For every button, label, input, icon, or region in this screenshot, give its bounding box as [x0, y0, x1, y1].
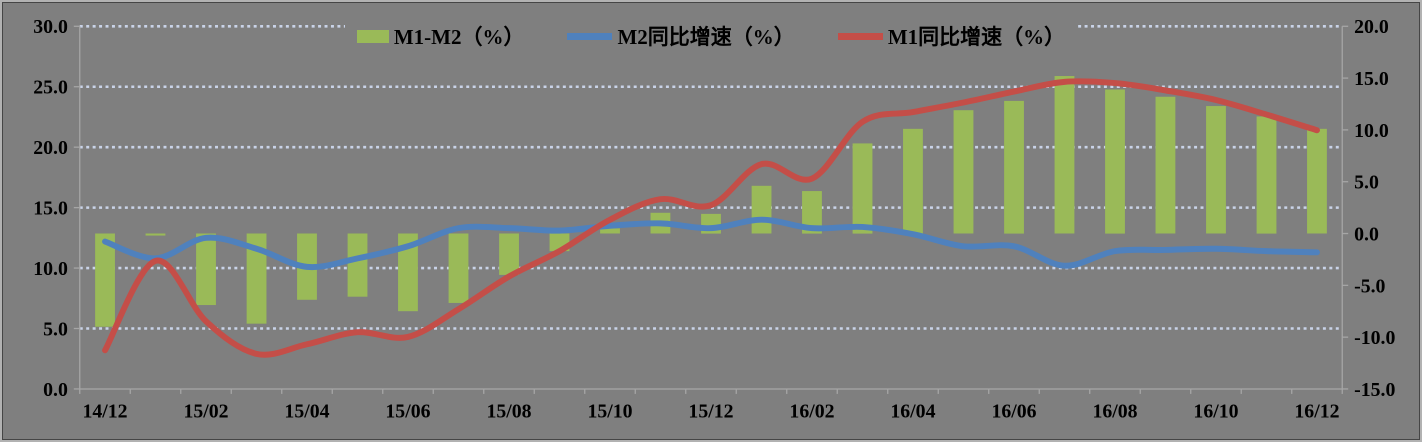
y-right-tick-label: 20.0 [1354, 16, 1389, 38]
y-right-tick-label: 0.0 [1354, 223, 1379, 245]
legend: M1-M2（%） M2同比增速（%） M1同比增速（%） [344, 19, 1078, 53]
bar [246, 233, 267, 324]
x-tick-label: 15/02 [183, 401, 228, 423]
x-tick-label: 15/12 [688, 401, 733, 423]
bar [1256, 116, 1277, 234]
bar [1307, 128, 1327, 234]
axes: 30.0 25.0 20.0 15.0 10.0 5.0 0.0 20.0 15.0 10.0 5.… [33, 16, 1395, 422]
legend-label-m1-yoy: M1同比增速（%） [887, 25, 1066, 49]
y-right-tick-label: 5.0 [1354, 172, 1379, 194]
bar [600, 228, 620, 234]
line-swatch-icon [837, 32, 883, 40]
bar [499, 233, 519, 275]
y-right-tick-label: 15.0 [1354, 68, 1389, 90]
bar [903, 128, 923, 234]
bar [802, 191, 822, 234]
bar [1054, 76, 1075, 234]
y-left-tick-label: 20.0 [33, 137, 68, 159]
x-tick-label: 15/04 [284, 401, 329, 423]
x-tick-label: 14/12 [82, 401, 127, 423]
legend-item-m1-yoy: M1同比增速（%） [837, 21, 1066, 51]
bar [953, 110, 974, 234]
y-left-tick-label: 25.0 [33, 77, 68, 99]
bar [347, 233, 368, 297]
y-left-tick-label: 5.0 [43, 318, 68, 340]
x-tick-label: 16/10 [1193, 401, 1238, 423]
bar [95, 233, 115, 327]
legend-label-m1-minus-m2: M1-M2（%） [393, 25, 525, 49]
series-line-m1-yoy [102, 78, 1320, 358]
gridlines [79, 24, 1343, 330]
bar [1206, 106, 1226, 234]
bar [145, 233, 166, 236]
bar [1004, 100, 1024, 234]
y-right-tick-label: -10.0 [1354, 327, 1395, 349]
x-tick-label: 15/06 [385, 401, 430, 423]
bar [1105, 89, 1125, 234]
x-tick-label: 15/08 [486, 401, 531, 423]
x-tick-label: 15/10 [587, 401, 632, 423]
y-right-tick-label: -15.0 [1354, 379, 1395, 401]
bar [1155, 96, 1176, 234]
series-line-m2-yoy [102, 216, 1320, 271]
bar [751, 185, 772, 234]
bar [398, 233, 418, 312]
bar [448, 233, 469, 303]
legend-item-m1-minus-m2: M1-M2（%） [356, 21, 525, 51]
bar-swatch-icon [356, 29, 389, 43]
y-left-tick-label: 10.0 [33, 258, 68, 280]
legend-item-m2-yoy: M2同比增速（%） [567, 21, 795, 51]
x-tick-label: 16/02 [789, 401, 834, 423]
bar [852, 143, 873, 234]
line-swatch-icon [567, 32, 613, 40]
bar [196, 233, 216, 306]
legend-label-m2-yoy: M2同比增速（%） [617, 25, 795, 49]
x-tick-label: 16/12 [1294, 401, 1339, 423]
y-left-tick-label: 30.0 [33, 16, 68, 38]
series-bars-m1-minus-m2 [95, 76, 1327, 327]
x-tick-label: 16/04 [890, 401, 935, 423]
y-left-tick-label: 0.0 [43, 379, 68, 401]
y-right-tick-label: -5.0 [1354, 275, 1385, 297]
y-left-tick-label: 15.0 [33, 198, 68, 220]
x-tick-label: 16/08 [1092, 401, 1137, 423]
y-right-tick-label: 10.0 [1354, 120, 1389, 142]
x-tick-label: 16/06 [991, 401, 1036, 423]
